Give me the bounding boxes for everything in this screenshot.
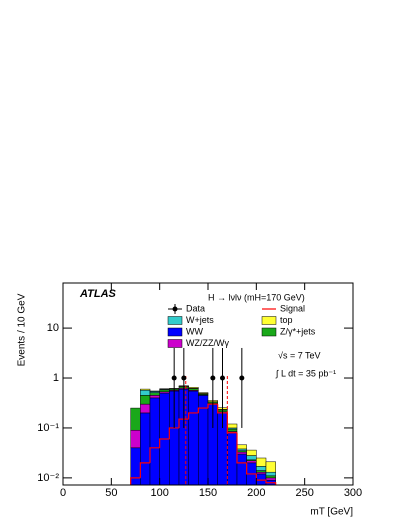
y-axis-label: Events / 10 GeV [17,293,28,366]
legend-label: W+jets [186,315,214,325]
hist-segment [236,448,247,451]
legend-label: WW [186,326,203,336]
signal-step [265,480,277,485]
hist-segment [246,455,257,461]
x-tick-label: 0 [60,487,66,499]
signal-step [149,447,160,463]
legend-label: top [280,315,293,325]
x-tick-label: 250 [295,487,313,499]
hist-segment [246,460,257,464]
hist-segment [140,388,151,391]
legend-swatch [261,316,277,325]
x-tick-label: 300 [344,487,362,499]
hist-segment [130,407,141,431]
signal-step [159,438,170,448]
legend-label: Signal [280,303,305,313]
hist-segment [265,477,276,481]
signal-step [188,412,199,420]
y-tick-label: 10 [47,322,59,334]
hist-segment [265,475,276,479]
x-axis-label: mT [GeV] [310,507,353,518]
x-tick-label: 200 [247,487,265,499]
signal-step [236,432,247,464]
x-tick-label: 100 [150,487,168,499]
annotation: √s = 7 TeV [278,350,321,360]
hist-segment [198,392,209,394]
legend-data-marker [172,306,178,312]
hist-segment [265,471,276,477]
signal-step [130,477,141,485]
signal-step [246,462,257,475]
hist-segment [236,453,247,486]
signal-step [217,404,228,414]
hist-segment [198,395,209,486]
signal-step [197,407,208,413]
hist-segment [130,447,141,486]
hist-segment [227,423,238,429]
hist-segment [140,403,151,414]
hist-segment [159,389,170,393]
signal-step [168,427,179,440]
x-tick-label: 150 [199,487,217,499]
legend-label: Data [186,303,205,313]
hist-segment [140,395,151,405]
x-tick-label: 50 [105,487,117,499]
hist-segment [246,449,257,456]
hist-segment [227,432,238,486]
legend-swatch [167,339,183,348]
brand: ATLAS [79,288,117,300]
y-tick-label: 10⁻¹ [37,422,59,434]
hist-segment [149,392,160,396]
legend-label: Z/γ*+jets [280,326,316,336]
legend-swatch [167,316,183,325]
y-tick-label: 10⁻² [37,472,59,484]
data-point [171,375,177,381]
hist-segment [256,466,267,471]
data-point [210,375,216,381]
hist-segment [188,387,199,389]
chart-title: H → lνlν (mH=170 GeV) [208,292,305,302]
hist-segment [149,395,160,399]
signal-step [207,403,218,409]
data-point [239,375,245,381]
hist-segment [256,473,267,486]
hist-segment [256,457,267,467]
annotation: ∫ L dt = 35 pb⁻¹ [275,368,336,378]
y-tick-label: 1 [53,372,59,384]
hist-segment [140,412,151,486]
hist-segment [227,428,238,432]
hist-segment [236,451,247,455]
data-point [220,375,225,381]
hist-segment [256,471,267,475]
data-point [181,375,187,381]
hist-segment [140,389,151,396]
signal-step [139,462,150,478]
legend-swatch [261,327,277,337]
hist-segment [265,461,276,473]
hist-segment [236,444,247,450]
hist-segment [130,429,141,449]
hist-segment [149,397,160,486]
legend-label: WZ/ZZ/Wγ [186,338,229,348]
signal-step [178,418,189,428]
legend-swatch [167,327,183,337]
hist-segment [188,390,199,486]
